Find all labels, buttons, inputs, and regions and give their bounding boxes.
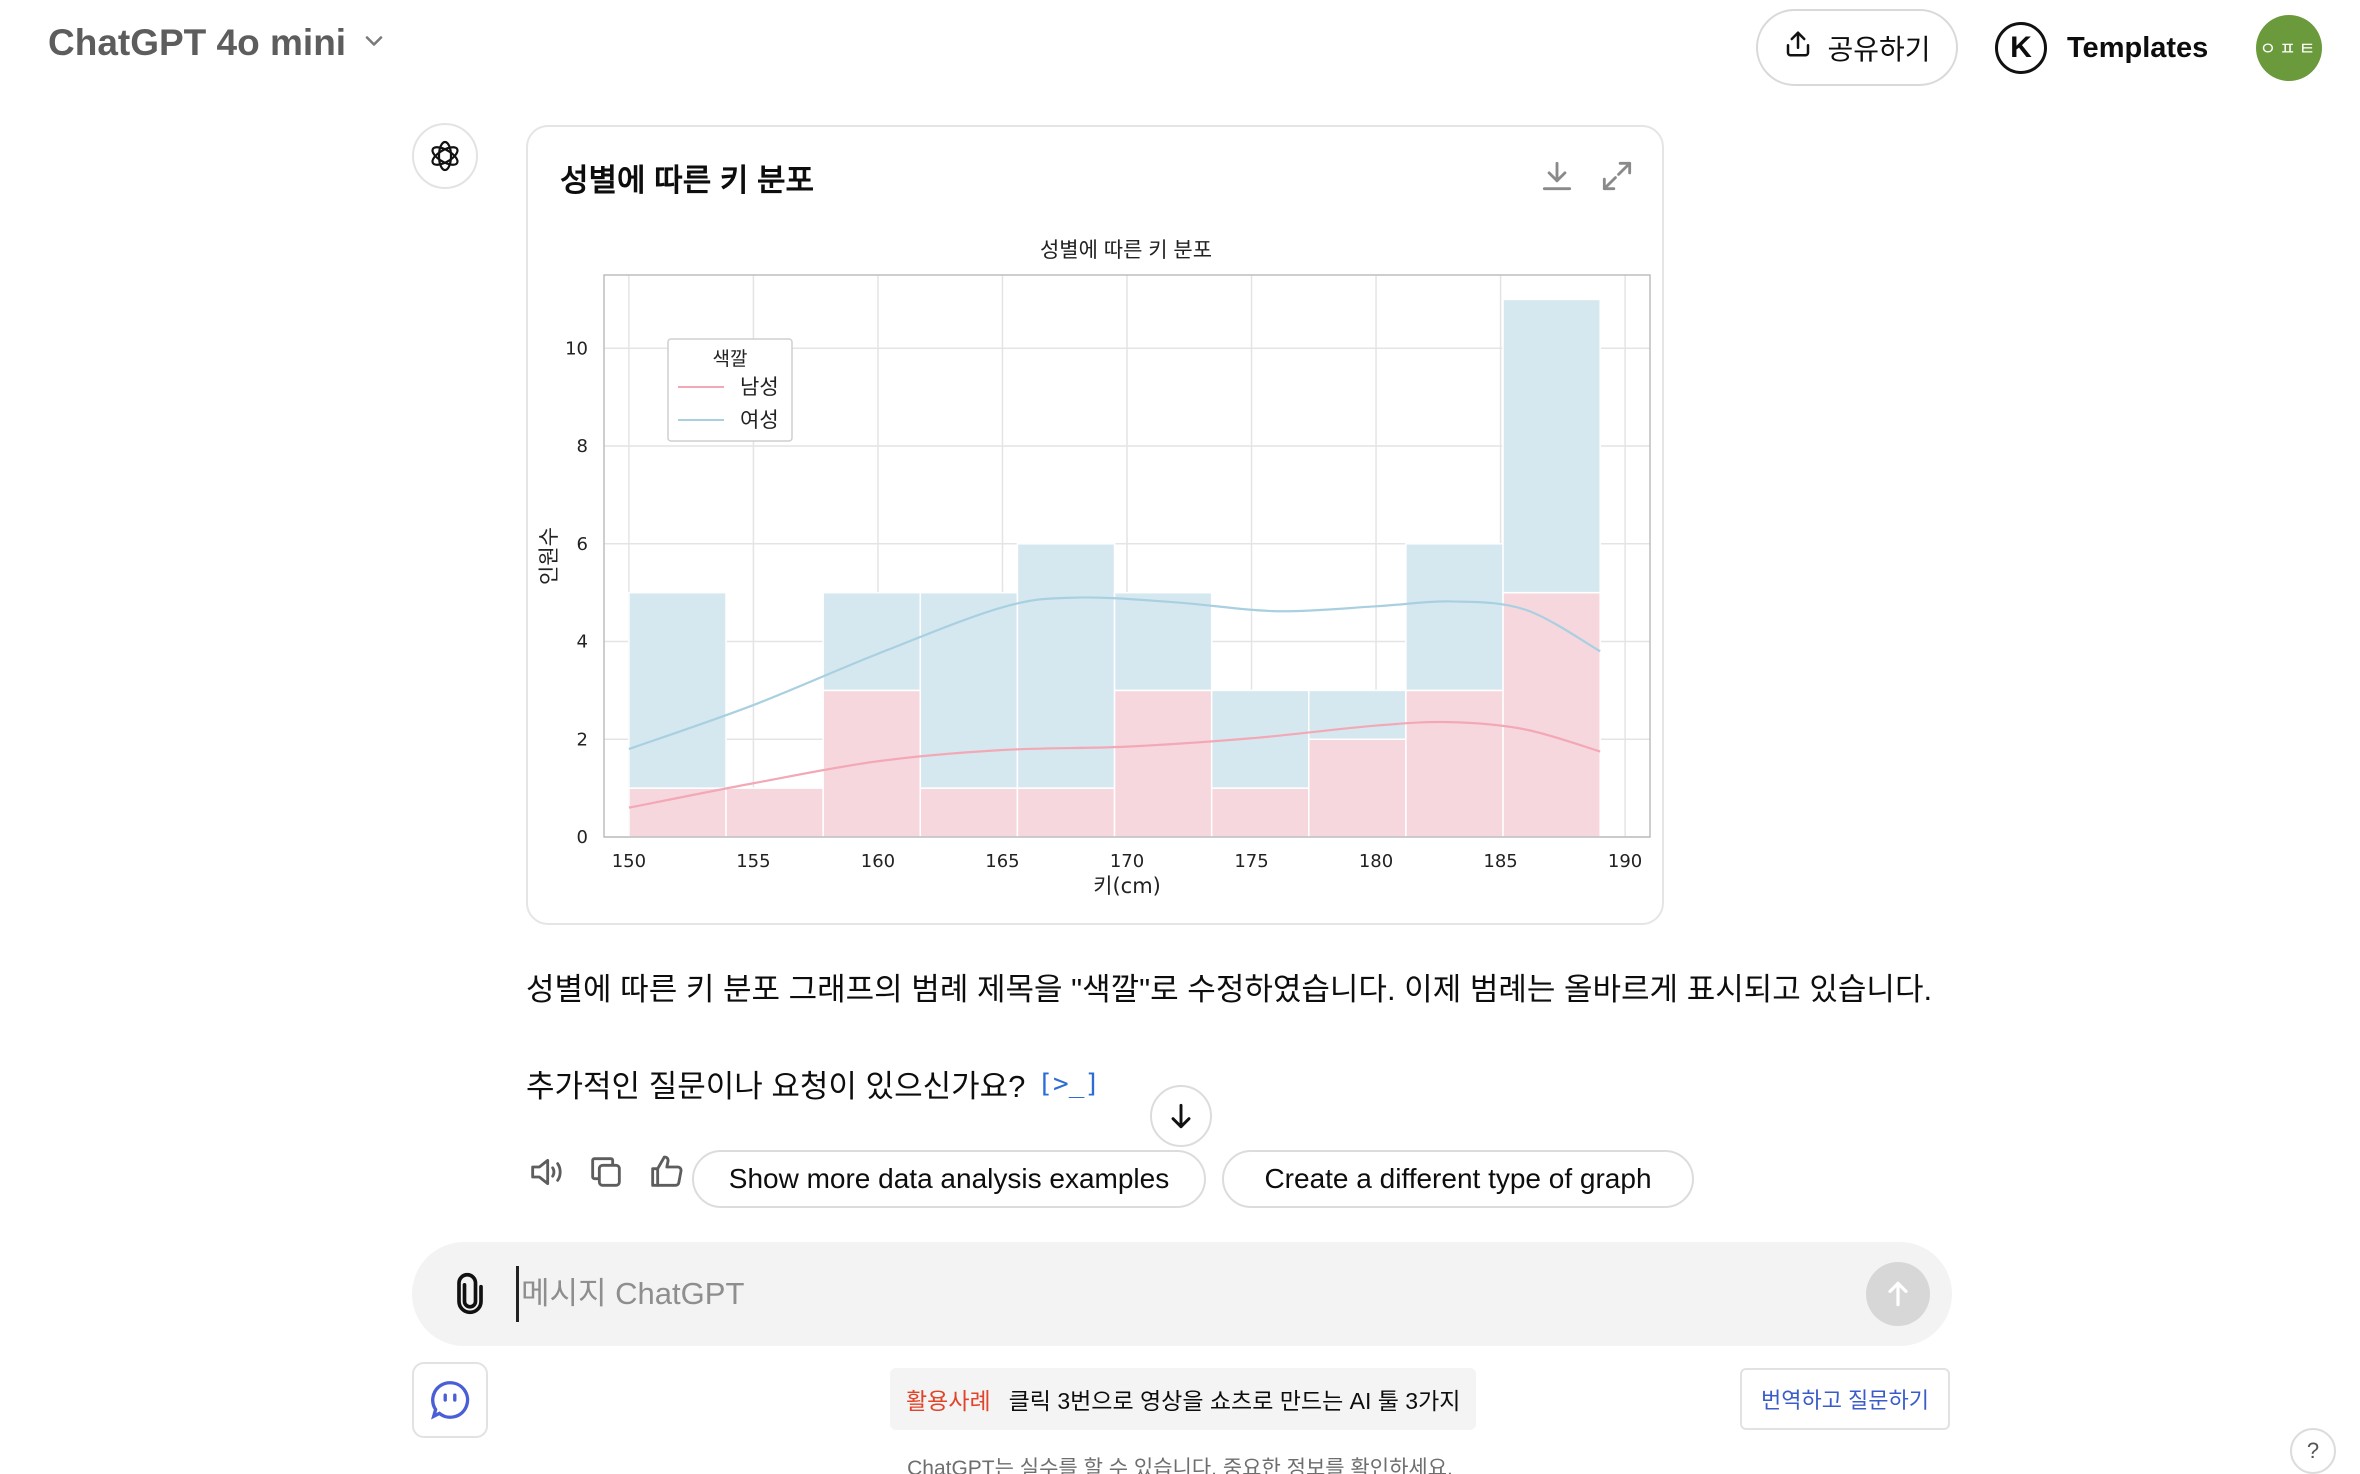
- chart-card-title: 성별에 따른 키 분포: [560, 163, 814, 198]
- chevron-down-icon: [360, 27, 388, 60]
- bar-male: [1210, 787, 1310, 838]
- x-tick-label: 170: [1110, 851, 1144, 872]
- user-avatar[interactable]: ㅇㅍㅌ: [2256, 15, 2322, 81]
- help-button[interactable]: ?: [2290, 1428, 2336, 1474]
- bar-male: [822, 689, 922, 838]
- templates-label: Templates: [2067, 31, 2209, 64]
- tick-labels: 150 155 160 165 170 175 180 185 190 0 2 4 6 8 10: [565, 338, 1642, 872]
- answer-paragraph-2: 추가적인 질문이나 요청이 있으신가요? [>_]: [526, 1061, 1100, 1106]
- share-icon: [1783, 29, 1813, 66]
- x-tick-label: 150: [612, 851, 646, 872]
- y-tick-label: 2: [577, 729, 588, 750]
- send-button[interactable]: [1866, 1262, 1930, 1326]
- model-name: ChatGPT 4o mini: [48, 22, 347, 63]
- message-input[interactable]: [516, 1266, 1756, 1322]
- chart-card: 성별에 따른 키 분포 성별에 따른 키 분포 150 155 160 165 170 1…: [526, 125, 1664, 925]
- bar-male: [1308, 738, 1407, 838]
- bar-male: [725, 787, 824, 838]
- translate-ask-button[interactable]: 번역하고 질문하기: [1740, 1368, 1950, 1430]
- openai-logo-icon: [431, 140, 459, 172]
- kde-line-female: [628, 596, 1601, 751]
- kde-line-male: [628, 720, 1601, 809]
- x-axis-label: 키(cm): [1093, 874, 1161, 898]
- bar-male: [1405, 689, 1504, 838]
- height-distribution-chart: 성별에 따른 키 분포 150 155 160 165 170 175 180 185 190 0…: [537, 239, 1651, 898]
- suggestion-chip-analysis-examples[interactable]: Show more data analysis examples: [692, 1150, 1206, 1208]
- x-tick-label: 175: [1234, 851, 1268, 872]
- arrow-down-icon: [1171, 1103, 1191, 1129]
- bar-female: [1502, 298, 1601, 594]
- bar-female: [1016, 543, 1116, 789]
- legend-label-male: 남성: [740, 375, 779, 399]
- assistant-avatar: [412, 123, 478, 189]
- bar-female: [628, 591, 727, 789]
- read-aloud-icon[interactable]: [526, 1152, 566, 1192]
- y-tick-label: 0: [577, 827, 588, 848]
- legend-title: 색깔: [713, 348, 748, 370]
- y-tick-label: 8: [577, 436, 588, 457]
- x-tick-label: 165: [985, 851, 1019, 872]
- view-code-link[interactable]: [>_]: [1037, 1068, 1101, 1099]
- bar-male: [1502, 591, 1601, 838]
- promo-text: 클릭 3번으로 영상을 쇼츠로 만드는 AI 툴 3가지: [1008, 1388, 1461, 1414]
- bars: [628, 298, 1601, 838]
- templates-button[interactable]: K Templates: [1995, 22, 2208, 74]
- message-composer: [412, 1242, 1952, 1346]
- bar-male: [919, 787, 1019, 838]
- bar-female: [822, 591, 922, 692]
- arrow-up-icon: [1888, 1281, 1908, 1307]
- suggestion-chip-different-graph[interactable]: Create a different type of graph: [1222, 1150, 1694, 1208]
- paperclip-icon[interactable]: [448, 1272, 492, 1316]
- promo-tag: 활용사례: [906, 1388, 991, 1414]
- x-tick-label: 185: [1483, 851, 1517, 872]
- bar-male: [628, 787, 727, 838]
- bar-female: [1405, 543, 1504, 692]
- scroll-to-bottom-button[interactable]: [1150, 1085, 1212, 1147]
- download-icon[interactable]: [1538, 157, 1576, 195]
- legend-label-female: 여성: [740, 408, 779, 432]
- chart-title: 성별에 따른 키 분포: [1040, 239, 1212, 262]
- bar-male: [1016, 787, 1116, 838]
- y-axis-label: 인원수: [537, 527, 561, 585]
- bar-male: [1113, 689, 1213, 838]
- y-tick-label: 4: [577, 632, 588, 653]
- disclaimer: ChatGPT는 실수를 할 수 있습니다. 중요한 정보를 확인하세요.: [907, 1457, 1453, 1474]
- thumbs-up-icon[interactable]: [646, 1152, 686, 1192]
- share-label: 공유하기: [1827, 33, 1931, 65]
- x-tick-label: 180: [1359, 851, 1393, 872]
- bar-female: [919, 591, 1019, 789]
- share-button[interactable]: 공유하기: [1756, 9, 1958, 86]
- bar-female: [1113, 591, 1213, 692]
- model-switcher[interactable]: ChatGPT 4o mini: [48, 22, 388, 64]
- x-tick-label: 190: [1608, 851, 1642, 872]
- y-tick-label: 10: [565, 338, 588, 359]
- x-tick-label: 160: [861, 851, 895, 872]
- promo-banner[interactable]: 활용사례 클릭 3번으로 영상을 쇼츠로 만드는 AI 툴 3가지: [890, 1368, 1477, 1430]
- y-tick-label: 6: [577, 534, 588, 555]
- templates-logo: K: [1995, 22, 2047, 74]
- copy-icon[interactable]: [586, 1152, 626, 1192]
- x-tick-label: 155: [736, 851, 770, 872]
- extension-button[interactable]: [412, 1362, 488, 1438]
- legend-box: [667, 338, 793, 442]
- plot-frame: [603, 274, 1651, 838]
- expand-icon[interactable]: [1598, 157, 1636, 195]
- answer-question: 추가적인 질문이나 요청이 있으신가요?: [526, 1069, 1026, 1104]
- answer-paragraph-1: 성별에 따른 키 분포 그래프의 범례 제목을 "색깔"로 수정하였습니다. 이…: [526, 972, 1933, 1007]
- kde-lines: [628, 596, 1601, 809]
- legend: 색깔 남성 여성: [667, 338, 793, 442]
- chat-bubble-icon: [431, 1381, 470, 1420]
